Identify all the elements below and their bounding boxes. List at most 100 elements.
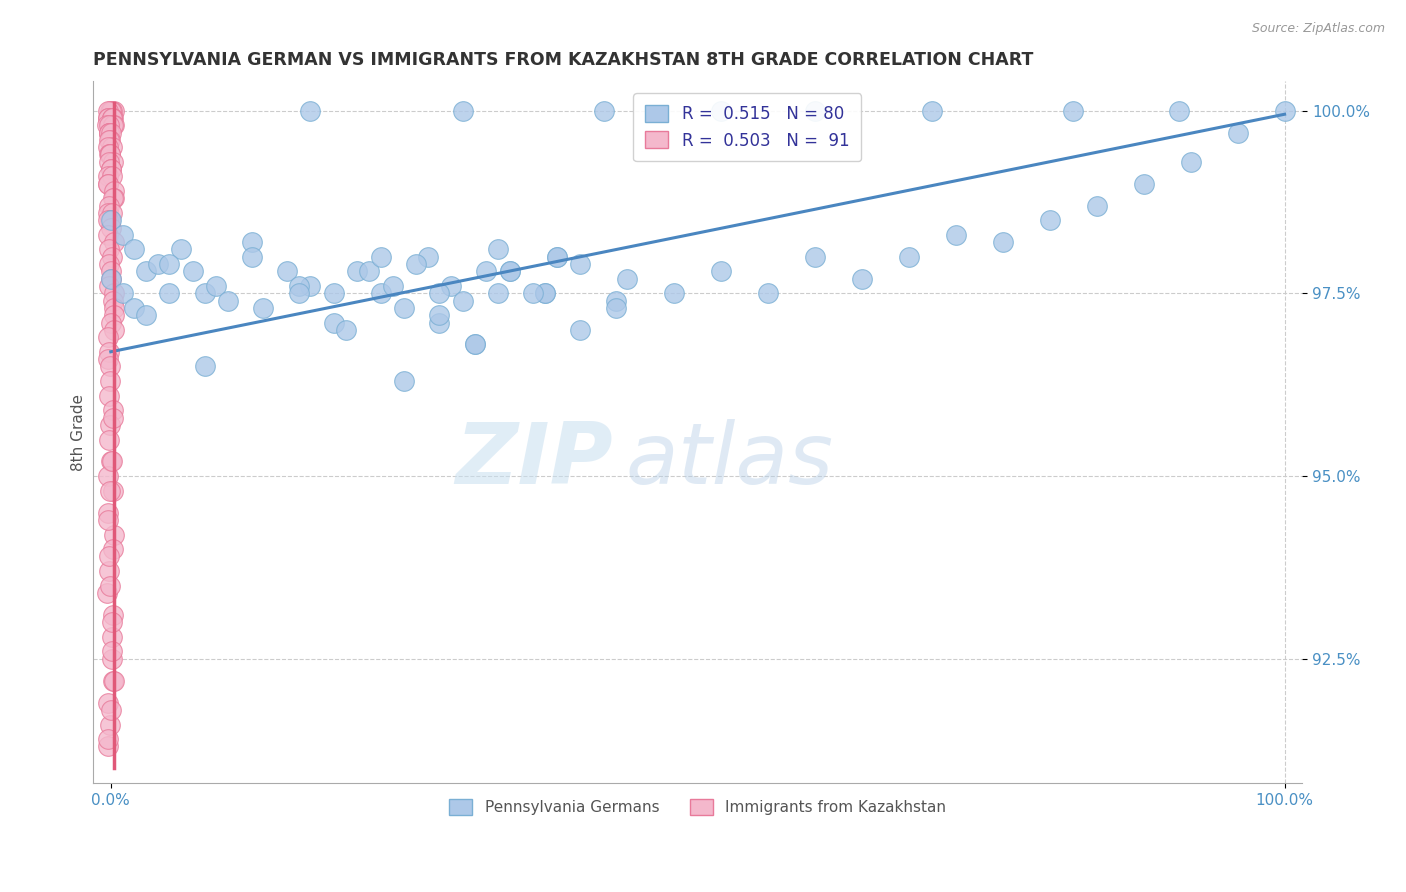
Point [756, 286, 779, 301]
Point [381, 279, 404, 293]
Point [322, 316, 344, 330]
Point [101, 403, 124, 417]
Point [499, 264, 522, 278]
Point [98, 198, 121, 212]
Point [103, 308, 125, 322]
Point [486, 286, 509, 301]
Point [534, 286, 557, 301]
Point [97, 206, 120, 220]
Point [475, 264, 498, 278]
Point [416, 250, 439, 264]
Point [100, 111, 122, 125]
Point [97, 177, 120, 191]
Point [97, 469, 120, 483]
Point [103, 410, 125, 425]
Point [101, 250, 124, 264]
Point [100, 703, 122, 717]
Point [103, 235, 125, 249]
Point [1132, 177, 1154, 191]
Point [103, 184, 125, 198]
Point [100, 271, 122, 285]
Point [96, 227, 118, 242]
Point [240, 235, 263, 249]
Point [98, 417, 121, 432]
Point [97, 213, 120, 227]
Point [101, 154, 124, 169]
Point [464, 337, 486, 351]
Point [1039, 213, 1062, 227]
Point [103, 323, 125, 337]
Point [101, 542, 124, 557]
Point [122, 243, 145, 257]
Point [98, 133, 121, 147]
Point [96, 586, 118, 600]
Point [451, 103, 474, 118]
Point [98, 147, 121, 161]
Point [97, 506, 120, 520]
Point [897, 250, 920, 264]
Point [100, 264, 122, 278]
Point [569, 323, 592, 337]
Point [592, 103, 614, 118]
Point [159, 286, 181, 301]
Point [98, 243, 121, 257]
Point [101, 483, 124, 498]
Text: Source: ZipAtlas.com: Source: ZipAtlas.com [1251, 22, 1385, 36]
Point [103, 673, 125, 688]
Point [370, 286, 392, 301]
Point [97, 118, 120, 132]
Point [101, 118, 124, 132]
Point [429, 286, 451, 301]
Point [945, 227, 967, 242]
Point [451, 293, 474, 308]
Point [335, 323, 357, 337]
Point [101, 111, 124, 125]
Point [97, 111, 120, 125]
Point [181, 264, 204, 278]
Point [97, 696, 120, 710]
Point [101, 673, 124, 688]
Point [429, 308, 451, 322]
Point [299, 279, 322, 293]
Point [103, 301, 125, 315]
Point [1274, 103, 1296, 118]
Point [170, 243, 193, 257]
Point [605, 293, 627, 308]
Point [605, 301, 627, 315]
Text: atlas: atlas [626, 418, 834, 502]
Point [98, 483, 121, 498]
Point [486, 243, 509, 257]
Point [146, 257, 169, 271]
Point [664, 286, 686, 301]
Point [100, 103, 122, 118]
Point [100, 140, 122, 154]
Point [101, 607, 124, 622]
Point [111, 286, 134, 301]
Point [101, 293, 124, 308]
Point [370, 250, 392, 264]
Point [98, 359, 121, 374]
Point [804, 103, 827, 118]
Point [100, 162, 122, 177]
Point [464, 337, 486, 351]
Point [100, 147, 122, 161]
Point [499, 264, 522, 278]
Point [103, 191, 125, 205]
Point [194, 359, 217, 374]
Point [851, 271, 873, 285]
Point [101, 652, 124, 666]
Point [616, 271, 638, 285]
Point [98, 433, 121, 447]
Point [346, 264, 368, 278]
Point [357, 264, 380, 278]
Point [100, 213, 122, 227]
Point [135, 264, 157, 278]
Point [103, 111, 125, 125]
Point [103, 286, 125, 301]
Point [394, 374, 416, 388]
Point [100, 162, 122, 177]
Point [276, 264, 298, 278]
Point [98, 579, 121, 593]
Legend: Pennsylvania Germans, Immigrants from Kazakhstan: Pennsylvania Germans, Immigrants from Ka… [440, 790, 955, 824]
Point [97, 169, 120, 184]
